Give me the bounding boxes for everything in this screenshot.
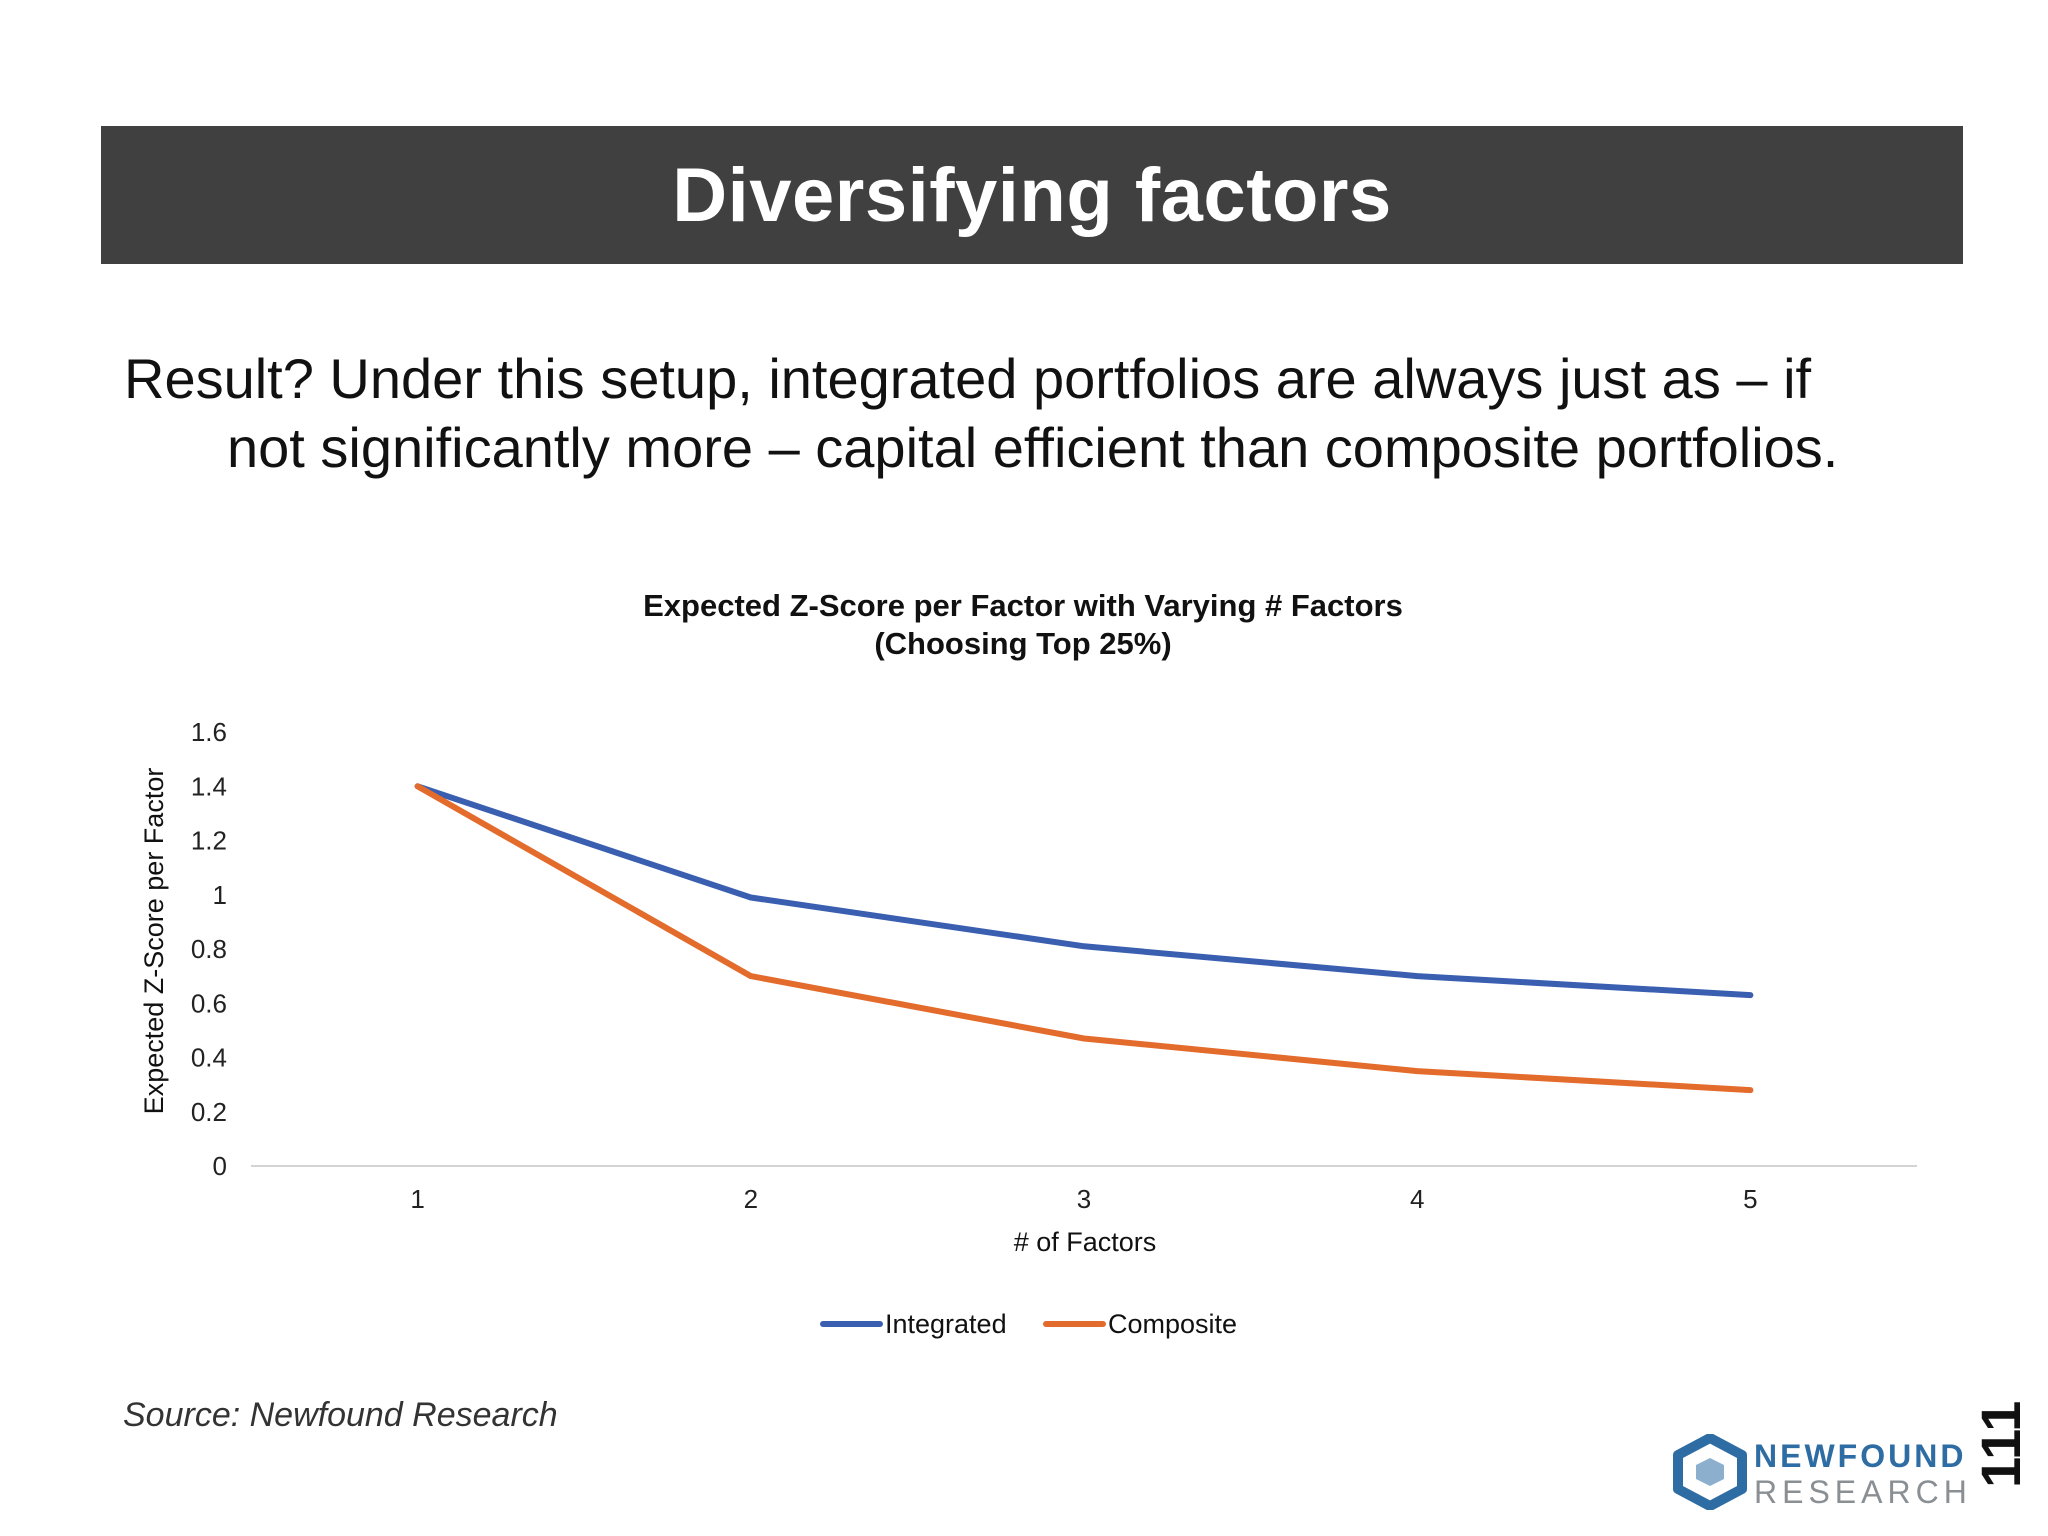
x-tick-label: 1 bbox=[410, 1184, 424, 1214]
y-tick-label: 1.4 bbox=[191, 771, 227, 801]
title-bar: Diversifying factors bbox=[101, 126, 1963, 264]
y-tick-label: 1.6 bbox=[191, 717, 227, 747]
source-note: Source: Newfound Research bbox=[123, 1396, 558, 1434]
line-chart: Expected Z-Score per Factor with Varying… bbox=[139, 588, 1917, 1339]
y-axis-label: Expected Z-Score per Factor bbox=[139, 768, 169, 1115]
hexagon-logo-icon bbox=[1673, 1434, 1747, 1510]
chart-title: Expected Z-Score per Factor with Varying… bbox=[643, 588, 1403, 623]
slide-title: Diversifying factors bbox=[672, 152, 1392, 238]
body-text: Result? Under this setup, integrated por… bbox=[124, 344, 2047, 482]
y-tick-label: 0.6 bbox=[191, 988, 227, 1018]
legend-label-integrated: Integrated bbox=[885, 1309, 1007, 1339]
newfound-logo: NEWFOUND RESEARCH bbox=[1672, 1434, 1967, 1510]
page-number: 111 bbox=[1969, 1400, 2032, 1488]
body-line-1: Result? Under this setup, integrated por… bbox=[124, 347, 1812, 410]
y-axis-ticks: 0 0.2 0.4 0.6 0.8 1 1.2 1.4 1.6 bbox=[191, 717, 227, 1181]
series-line-integrated bbox=[414, 783, 1754, 999]
y-tick-label: 0.2 bbox=[191, 1097, 227, 1127]
x-tick-label: 2 bbox=[744, 1184, 758, 1214]
y-tick-label: 1 bbox=[213, 880, 227, 910]
x-tick-label: 5 bbox=[1743, 1184, 1757, 1214]
x-axis-ticks: 1 2 3 4 5 bbox=[410, 1184, 1757, 1214]
logo-text-newfound: NEWFOUND bbox=[1754, 1438, 1967, 1474]
chart: Expected Z-Score per Factor with Varying… bbox=[130, 588, 1950, 1360]
y-tick-label: 1.2 bbox=[191, 826, 227, 856]
y-tick-label: 0 bbox=[213, 1151, 227, 1181]
x-axis-label: # of Factors bbox=[1014, 1227, 1157, 1257]
legend: Integrated Composite bbox=[820, 1309, 1237, 1339]
logo-text-research: RESEARCH bbox=[1754, 1474, 1972, 1510]
body-line-2: not significantly more – capital efficie… bbox=[227, 416, 1839, 479]
series-lines bbox=[414, 783, 1754, 1094]
y-tick-label: 0.4 bbox=[191, 1043, 227, 1073]
y-tick-label: 0.8 bbox=[191, 934, 227, 964]
series-line-composite bbox=[414, 783, 1754, 1094]
x-tick-label: 4 bbox=[1410, 1184, 1424, 1214]
legend-label-composite: Composite bbox=[1108, 1309, 1237, 1339]
chart-subtitle: (Choosing Top 25%) bbox=[874, 626, 1171, 661]
x-tick-label: 3 bbox=[1077, 1184, 1091, 1214]
